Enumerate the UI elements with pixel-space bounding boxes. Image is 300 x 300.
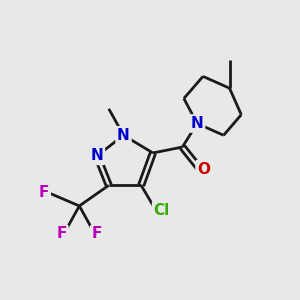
Text: N: N — [117, 128, 130, 143]
Text: F: F — [92, 226, 102, 242]
Text: N: N — [191, 116, 203, 131]
Text: F: F — [39, 185, 49, 200]
Text: Cl: Cl — [154, 203, 170, 218]
Text: F: F — [56, 226, 67, 242]
Text: O: O — [197, 162, 210, 177]
Text: N: N — [91, 148, 103, 164]
